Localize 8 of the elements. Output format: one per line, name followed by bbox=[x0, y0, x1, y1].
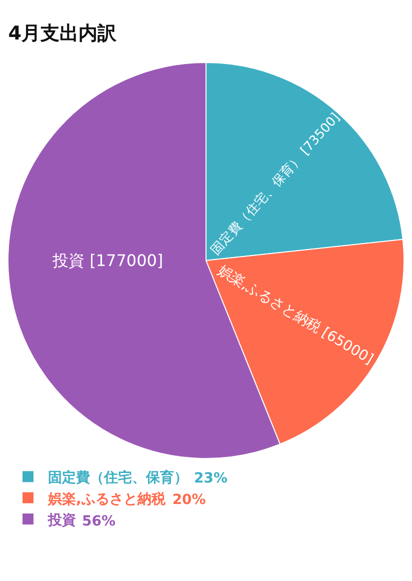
legend-label: 娯楽,ふるさと納税 bbox=[47, 490, 166, 508]
text: 23% bbox=[194, 470, 228, 487]
text: 20% bbox=[172, 492, 206, 508]
legend-label: 投資 bbox=[47, 512, 76, 528]
chart-title: 4月支出内訳 bbox=[8, 22, 118, 44]
category-label: 投資 [177000] bbox=[52, 251, 164, 270]
legend-label: 固定費（住宅、保育） bbox=[48, 469, 188, 486]
text: 56% bbox=[82, 513, 116, 530]
